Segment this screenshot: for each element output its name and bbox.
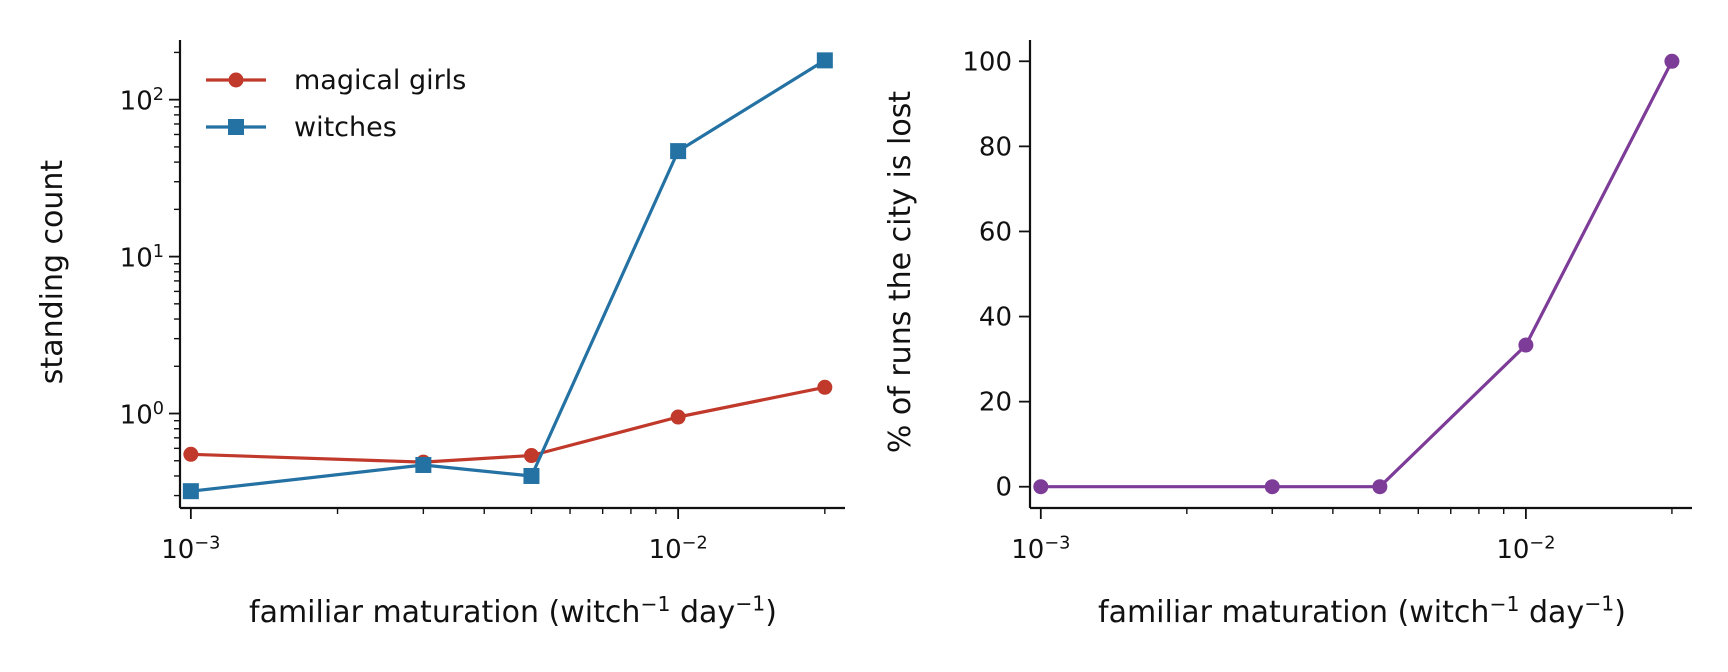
y-tick-label: 100 <box>120 399 164 431</box>
right-chart-panel: 10−3 10−2 0 20 40 60 80 100 familiar maturation … <box>883 40 1692 630</box>
x-tick-label: 10−2 <box>1496 533 1555 565</box>
series-0-point <box>1664 53 1680 69</box>
y-tick-label: 102 <box>120 85 164 117</box>
magical-girls-point <box>817 379 833 395</box>
y-axis-label: % of runs the city is lost <box>883 91 918 453</box>
y-tick-label: 100 <box>962 47 1012 77</box>
series-0-point <box>1372 479 1388 495</box>
witches-point <box>182 483 199 500</box>
y-tick-label: 0 <box>995 473 1012 503</box>
left-chart-panel: 10−3 10−2 100 101 102 familiar maturation (wi… <box>35 40 845 630</box>
y-tick-label: 60 <box>979 217 1012 247</box>
series-0-point <box>1033 479 1049 495</box>
magical-girls-point <box>183 446 199 462</box>
y-tick-label: 80 <box>979 132 1012 162</box>
legend-magical-girls-label: magical girls <box>294 65 466 96</box>
series-0-point <box>1264 479 1280 495</box>
y-tick-label: 101 <box>120 242 164 274</box>
witches-point <box>523 467 540 484</box>
magical-girls-line <box>190 385 826 464</box>
y-tick-label: 20 <box>979 388 1012 418</box>
x-tick-label: 10−3 <box>1011 533 1070 565</box>
series-0-point <box>1518 337 1534 353</box>
witches-point <box>415 456 432 473</box>
series-0-line <box>1040 60 1674 489</box>
witches-point <box>816 52 833 69</box>
legend-witches-marker <box>228 119 244 135</box>
x-tick-label: 10−3 <box>161 533 220 565</box>
legend-magical-girls-marker <box>228 72 244 88</box>
witches-line <box>190 59 826 493</box>
legend-witches-label: witches <box>294 112 397 143</box>
y-axis-label: standing count <box>35 160 70 385</box>
magical-girls-point <box>670 409 686 425</box>
legend: magical girls witches <box>206 65 466 143</box>
y-tick-label: 40 <box>979 303 1012 333</box>
x-axis-label: familiar maturation (witch−1 day−1) <box>249 592 777 630</box>
witches-point <box>670 143 687 160</box>
x-tick-label: 10−2 <box>649 533 708 565</box>
magical-girls-point <box>523 448 539 464</box>
x-axis-label: familiar maturation (witch−1 day−1) <box>1098 592 1626 630</box>
